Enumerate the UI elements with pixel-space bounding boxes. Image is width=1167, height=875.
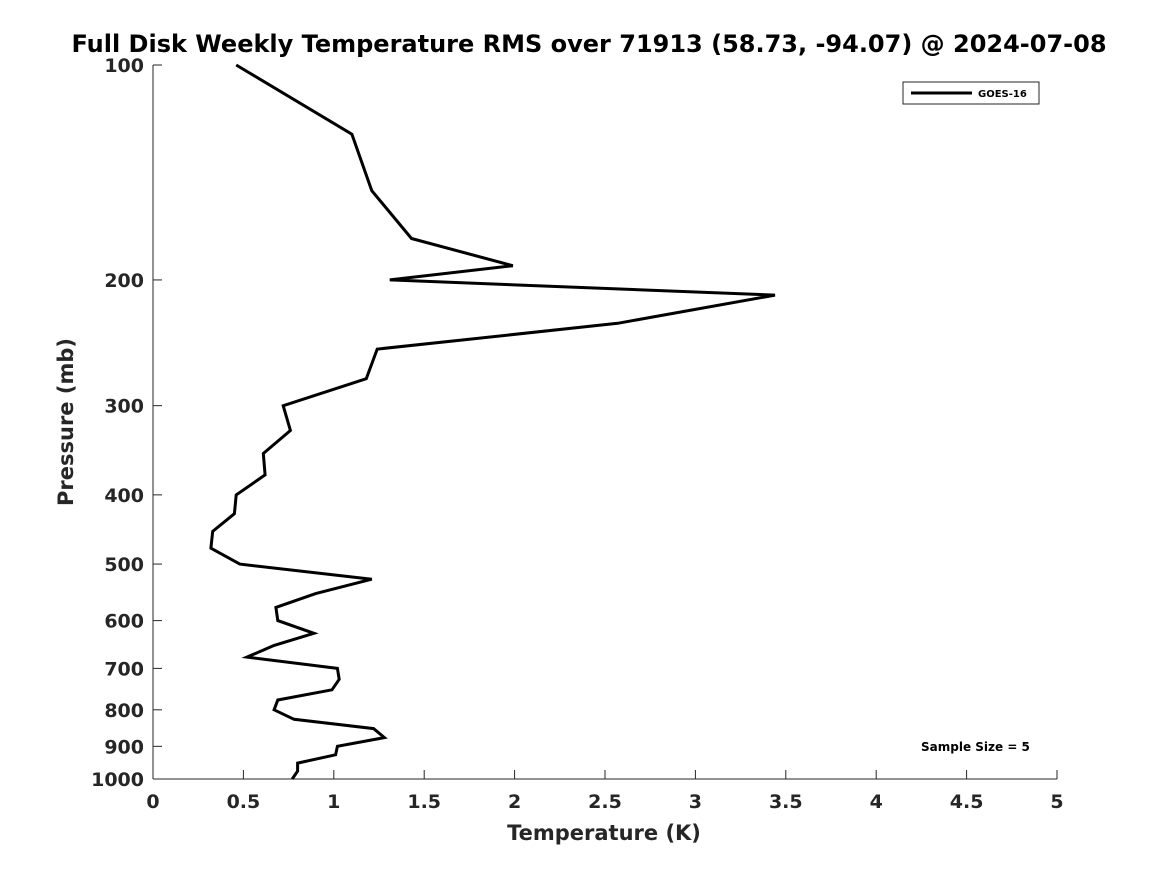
x-axis-label: Temperature (K)	[507, 821, 701, 845]
x-axis-ticks: 0 0.5 1 1.5 2 2.5 3 3.5 4 4.5 5	[146, 770, 1064, 813]
legend: GOES-16	[902, 81, 1040, 105]
y-axis-label: Pressure (mb)	[54, 338, 78, 506]
x-tick-label: 4	[870, 791, 883, 813]
x-tick-label: 4.5	[950, 791, 984, 813]
chart-title: Full Disk Weekly Temperature RMS over 71…	[71, 30, 1106, 58]
y-tick-label: 800	[104, 700, 144, 722]
x-tick-label: 1.5	[407, 791, 441, 813]
y-tick-label: 900	[104, 736, 144, 758]
x-tick-label: 2.5	[588, 791, 622, 813]
y-tick-label: 1000	[91, 769, 144, 791]
x-tick-label: 3.5	[769, 791, 803, 813]
y-tick-label: 200	[104, 270, 144, 292]
series-line-goes-16	[209, 63, 776, 780]
x-tick-label: 1	[327, 791, 340, 813]
y-tick-label: 600	[104, 611, 144, 633]
y-tick-label: 400	[104, 485, 144, 507]
y-tick-label: 300	[104, 396, 144, 418]
y-tick-label: 500	[104, 554, 144, 576]
y-axis-ticks: 100 200 300 400 500 600 700 800 900 1000	[91, 55, 162, 791]
x-tick-label: 0.5	[227, 791, 261, 813]
legend-label: GOES-16	[978, 89, 1027, 100]
y-tick-label: 700	[104, 658, 144, 680]
x-tick-label: 2	[508, 791, 521, 813]
x-tick-label: 3	[689, 791, 702, 813]
x-tick-label: 0	[146, 791, 159, 813]
plot-area: 0 0.5 1 1.5 2 2.5 3 3.5 4 4.5 5 100 200 300 400 500 600…	[91, 55, 1064, 813]
y-tick-label: 100	[104, 55, 144, 77]
sample-size-annotation: Sample Size = 5	[921, 740, 1030, 754]
x-tick-label: 5	[1050, 791, 1063, 813]
